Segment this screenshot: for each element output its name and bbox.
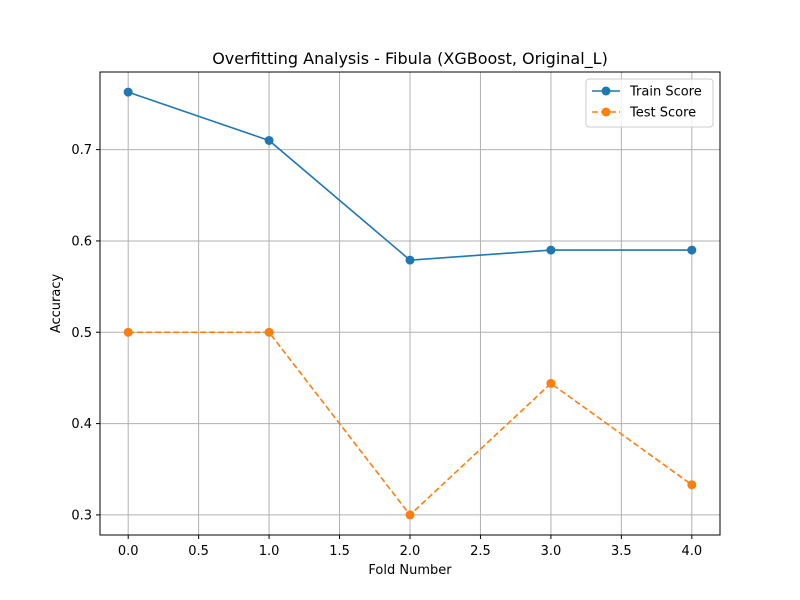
- legend-label-test-score: Test Score: [629, 106, 696, 121]
- y-tick-label: 0.5: [71, 326, 92, 341]
- train-score-point: [546, 245, 556, 255]
- y-tick-label: 0.6: [71, 234, 92, 249]
- test-score-point: [546, 378, 556, 388]
- series-layer: [123, 87, 697, 520]
- x-tick-label: 1.0: [259, 544, 280, 559]
- chart-title: Overfitting Analysis - Fibula (XGBoost, …: [212, 49, 608, 69]
- x-tick-label: 3.0: [541, 544, 562, 559]
- x-tick-label: 3.5: [611, 544, 632, 559]
- train-score-point: [264, 135, 274, 145]
- y-tick-label: 0.7: [71, 143, 92, 158]
- x-axis-label: Fold Number: [368, 563, 452, 578]
- legend-marker-test-score: [601, 107, 611, 117]
- y-axis-ticks: 0.3 0.4 0.5 0.6 0.7: [71, 143, 100, 523]
- x-tick-label: 2.5: [470, 544, 491, 559]
- y-tick-label: 0.3: [71, 508, 92, 523]
- x-tick-label: 4.0: [681, 544, 702, 559]
- train-score-point: [405, 255, 415, 265]
- x-tick-label: 0.0: [118, 544, 139, 559]
- legend-marker-train-score: [601, 86, 611, 96]
- x-tick-label: 2.0: [400, 544, 421, 559]
- legend-label-train-score: Train Score: [629, 85, 702, 100]
- x-axis-ticks: 0.0 0.5 1.0 1.5 2.0 2.5 3.0 3.5 4.0: [118, 535, 702, 559]
- train-score-point: [123, 87, 133, 97]
- test-score-point: [123, 327, 133, 337]
- legend: Train Score Test Score: [585, 78, 714, 128]
- test-score-point: [405, 510, 415, 520]
- x-tick-label: 0.5: [188, 544, 209, 559]
- y-tick-label: 0.4: [71, 417, 92, 432]
- train-score-point: [687, 245, 697, 255]
- test-score-point: [264, 327, 274, 337]
- y-axis-label: Accuracy: [49, 274, 64, 334]
- x-tick-label: 1.5: [329, 544, 350, 559]
- test-score-point: [687, 480, 697, 490]
- grid: [100, 72, 720, 535]
